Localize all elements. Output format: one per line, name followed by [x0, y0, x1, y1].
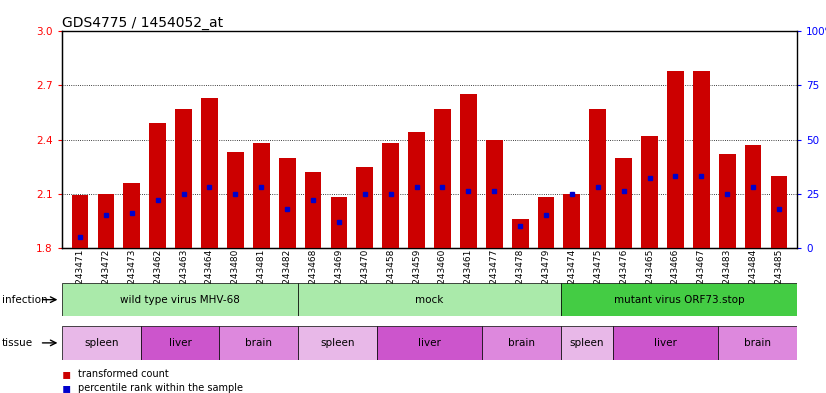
Bar	[140, 326, 220, 360]
Text: brain: brain	[508, 338, 535, 348]
Text: percentile rank within the sample: percentile rank within the sample	[78, 383, 244, 393]
Text: spleen: spleen	[570, 338, 605, 348]
Bar	[298, 283, 561, 316]
Bar	[561, 326, 613, 360]
Bar	[330, 197, 348, 248]
Bar	[482, 326, 561, 360]
Text: tissue: tissue	[2, 338, 33, 348]
Bar	[97, 193, 114, 248]
Text: GDS4775 / 1454052_at: GDS4775 / 1454052_at	[62, 16, 223, 30]
Bar	[175, 109, 192, 248]
Bar	[356, 167, 373, 248]
Bar	[278, 158, 296, 248]
Bar	[227, 152, 244, 248]
Bar	[771, 176, 787, 248]
Bar	[434, 109, 451, 248]
Bar	[150, 123, 166, 248]
Bar	[62, 326, 140, 360]
Bar	[253, 143, 269, 248]
Text: transformed count: transformed count	[78, 369, 169, 379]
Text: ▪: ▪	[62, 367, 71, 381]
Bar	[377, 326, 482, 360]
Text: brain: brain	[744, 338, 771, 348]
Text: liver: liver	[169, 338, 192, 348]
Bar	[220, 326, 298, 360]
Text: spleen: spleen	[84, 338, 119, 348]
Bar	[382, 143, 399, 248]
Bar	[408, 132, 425, 248]
Text: infection: infection	[2, 295, 47, 305]
Bar	[486, 140, 503, 248]
Text: spleen: spleen	[320, 338, 355, 348]
Bar	[719, 154, 736, 248]
Text: ▪: ▪	[62, 381, 71, 393]
Bar	[693, 71, 710, 248]
Bar	[745, 145, 762, 248]
Bar	[590, 109, 606, 248]
Bar	[667, 71, 684, 248]
Text: liver: liver	[418, 338, 441, 348]
Bar	[641, 136, 658, 248]
Text: wild type virus MHV-68: wild type virus MHV-68	[120, 295, 240, 305]
Bar	[561, 283, 797, 316]
Text: mutant virus ORF73.stop: mutant virus ORF73.stop	[614, 295, 744, 305]
Text: brain: brain	[245, 338, 273, 348]
Bar	[719, 326, 797, 360]
Bar	[613, 326, 719, 360]
Bar	[62, 283, 298, 316]
Text: mock: mock	[415, 295, 444, 305]
Bar	[563, 193, 581, 248]
Bar	[538, 197, 554, 248]
Bar	[72, 195, 88, 248]
Bar	[615, 158, 632, 248]
Bar	[123, 183, 140, 248]
Bar	[305, 172, 321, 248]
Bar	[298, 326, 377, 360]
Bar	[460, 94, 477, 248]
Bar	[511, 219, 529, 248]
Bar	[201, 98, 218, 248]
Text: liver: liver	[654, 338, 677, 348]
